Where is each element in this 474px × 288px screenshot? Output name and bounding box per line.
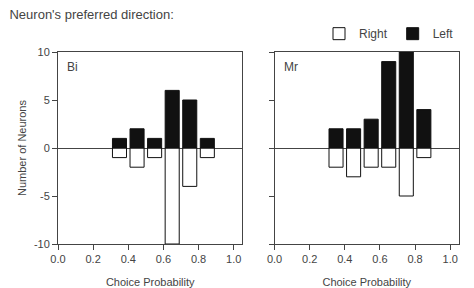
svg-text:10: 10 (38, 46, 50, 58)
svg-text:0.4: 0.4 (121, 253, 136, 265)
svg-text:0.2: 0.2 (85, 253, 100, 265)
svg-text:0.8: 0.8 (191, 253, 206, 265)
svg-text:0.4: 0.4 (337, 253, 352, 265)
svg-text:-5: -5 (40, 190, 50, 202)
svg-text:0.6: 0.6 (156, 253, 171, 265)
svg-text:0.8: 0.8 (407, 253, 422, 265)
svg-text:0.2: 0.2 (302, 253, 317, 265)
svg-text:Right: Right (359, 27, 388, 41)
svg-text:Bi: Bi (67, 60, 78, 74)
svg-text:-10: -10 (34, 238, 50, 250)
svg-text:0: 0 (44, 142, 50, 154)
svg-text:1.0: 1.0 (226, 253, 241, 265)
svg-text:0.0: 0.0 (50, 253, 65, 265)
svg-text:Neuron's preferred direction:: Neuron's preferred direction: (9, 7, 173, 22)
svg-text:Number of Neurons: Number of Neurons (16, 100, 28, 196)
svg-text:Choice Probability: Choice Probability (106, 276, 195, 288)
svg-text:0.6: 0.6 (372, 253, 387, 265)
svg-text:0.0: 0.0 (267, 253, 282, 265)
svg-text:Choice Probability: Choice Probability (322, 276, 411, 288)
svg-text:Mr: Mr (284, 60, 298, 74)
svg-text:1.0: 1.0 (443, 253, 458, 265)
svg-text:Left: Left (433, 27, 454, 41)
svg-text:5: 5 (44, 94, 50, 106)
